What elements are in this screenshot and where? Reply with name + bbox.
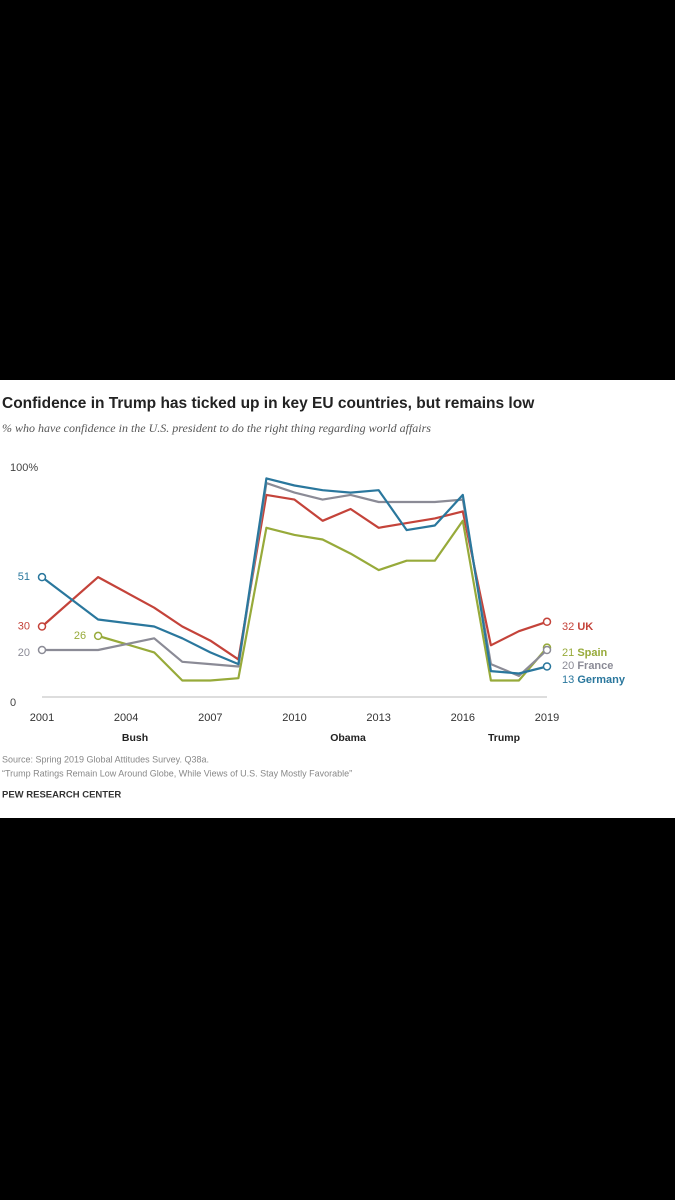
panel [0,380,675,818]
x-tick-label: 2007 [198,712,222,724]
chart-subtitle: % who have confidence in the U.S. presid… [2,421,431,435]
series-line [97,519,548,682]
x-tick-label: 2013 [366,712,390,724]
end-value: 21 [562,647,574,659]
start-label: 30 [18,620,30,632]
end-marker [37,645,47,655]
source: Source: Spring 2019 Global Attitudes Sur… [2,754,209,764]
start-label: 26 [74,630,86,642]
x-tick-label: 2010 [282,712,306,724]
note: “Trump Ratings Remain Low Around Globe, … [2,768,352,778]
end-marker [542,645,552,655]
legend-name: UK [577,621,593,633]
x-tick-label: 2016 [451,712,475,724]
end-marker [542,617,552,627]
legend-name: Spain [577,647,607,659]
era-label: Trump [488,732,520,744]
x-tick-label: 2004 [114,712,138,724]
era-label: Bush [122,732,148,744]
end-label: 21 Spain [562,647,608,659]
start-label: 20 [18,647,30,659]
x-tick-label: 2019 [535,712,559,724]
end-value: 20 [562,660,574,672]
end-label: 20 France [562,660,613,672]
legend-name: Germany [577,674,626,686]
start-label: 51 [18,571,30,583]
legend-name: France [577,660,613,672]
chart-title: Confidence in Trump has ticked up in key… [2,395,535,412]
end-value: 32 [562,621,574,633]
y-tick-label: 0 [10,697,16,709]
series-line [41,477,548,675]
end-marker [93,631,103,641]
end-value: 13 [562,674,574,686]
end-label: 32 UK [562,621,593,633]
end-label: 13 Germany [562,674,626,686]
era-label: Obama [330,732,366,744]
x-tick-label: 2001 [30,712,54,724]
y-tick-label: 100% [10,462,38,474]
end-marker [542,662,552,671]
end-marker [37,622,47,631]
credit: PEW RESEARCH CENTER [2,790,121,801]
end-marker [37,572,47,582]
